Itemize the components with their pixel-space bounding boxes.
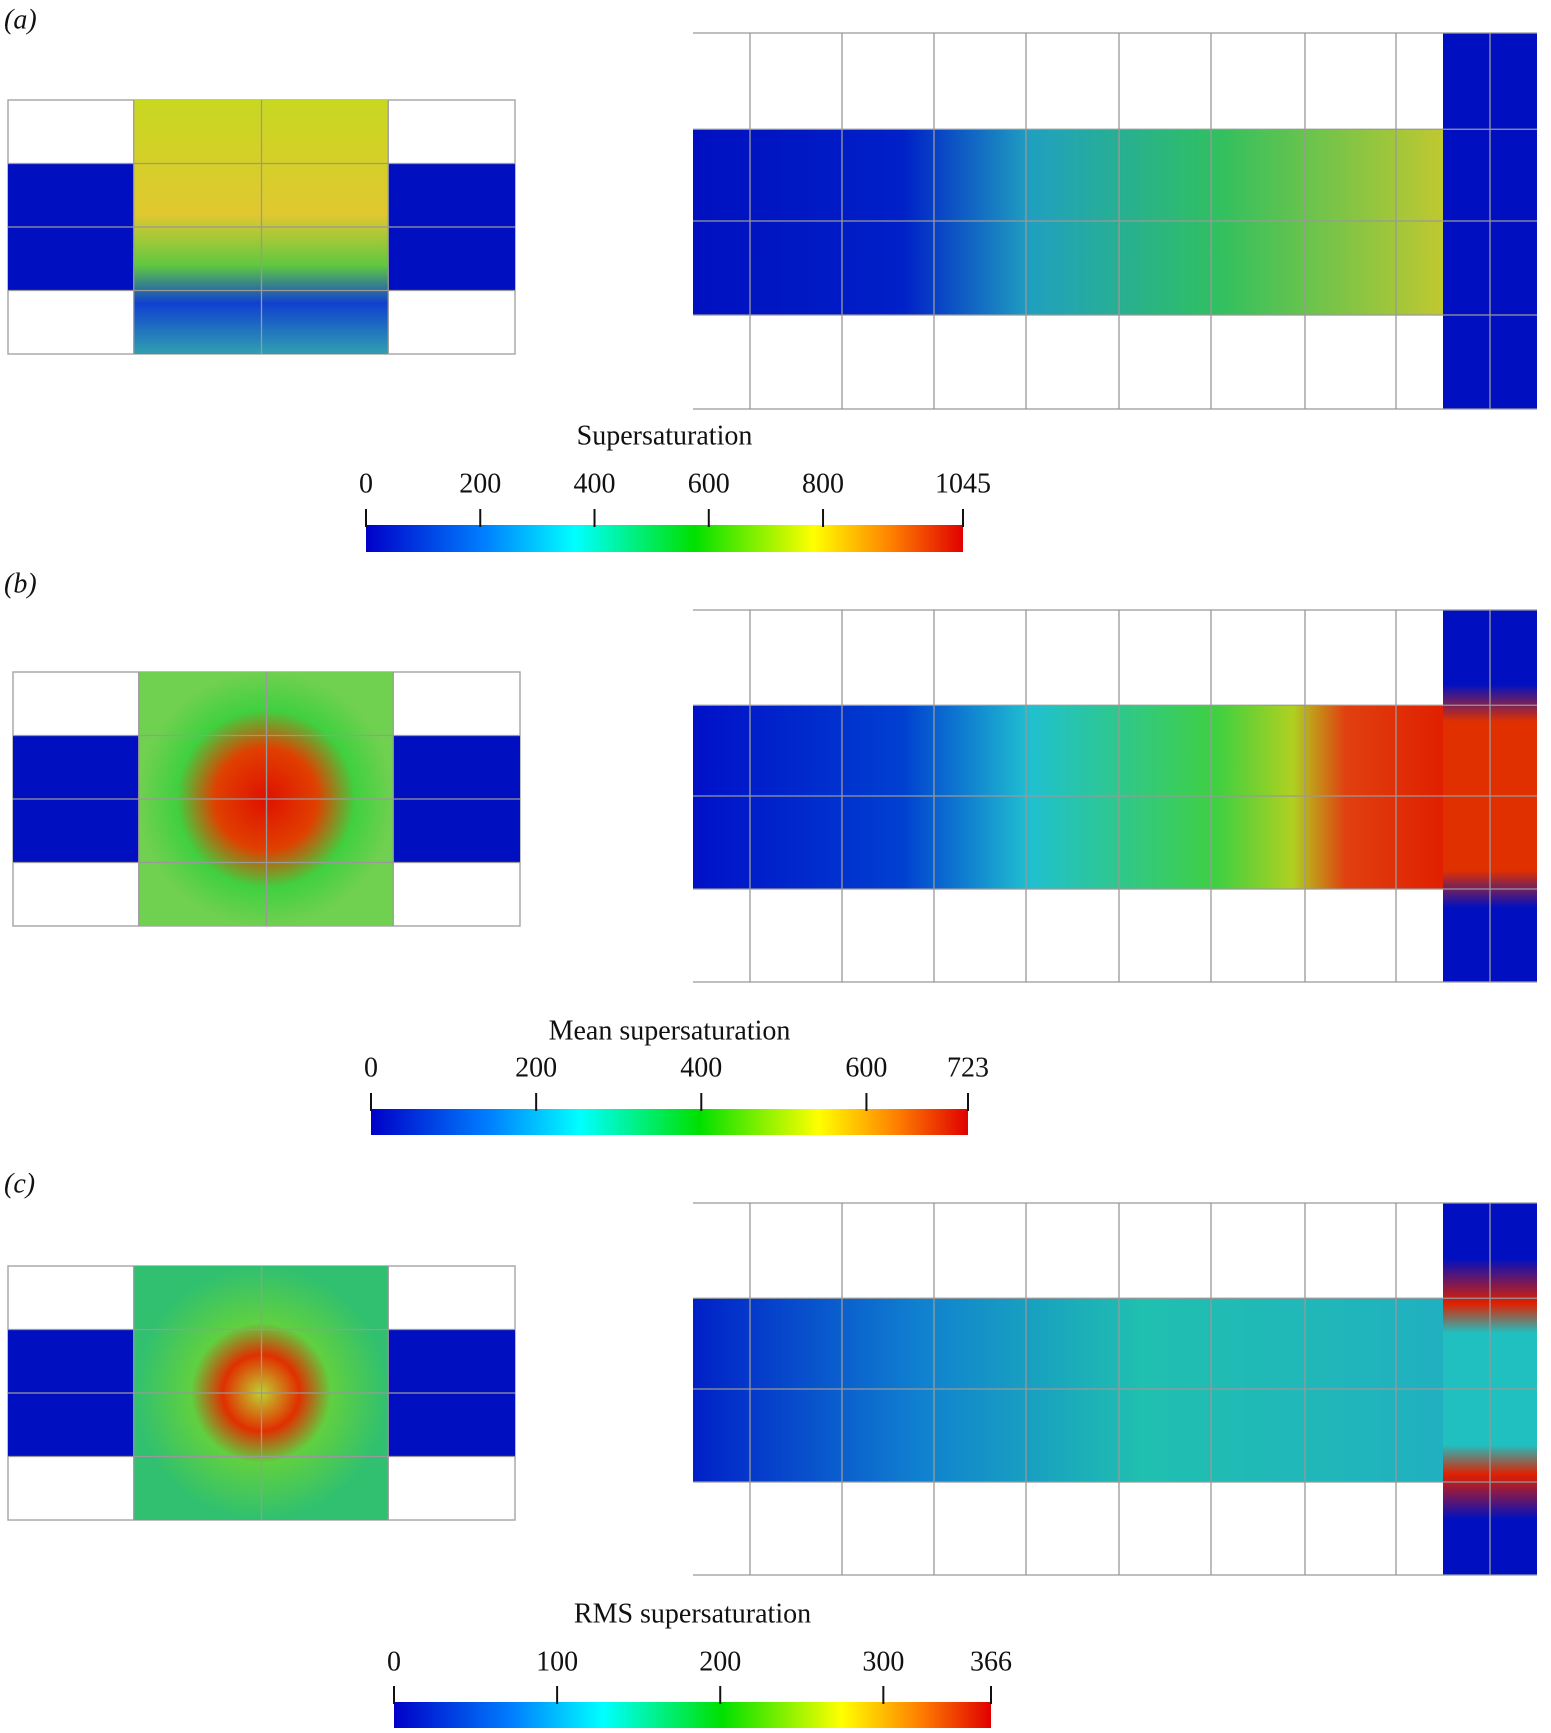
colorbar-tick-label: 300	[862, 1646, 904, 1677]
panel-label: (b)	[4, 568, 37, 599]
panel-label: (a)	[4, 4, 37, 35]
colorbar-tick-label: 200	[459, 468, 501, 499]
colorbar-tick-label: 0	[359, 468, 373, 499]
colorbar-tick-label: 400	[574, 468, 616, 499]
colorbar	[371, 1109, 968, 1135]
colorbar-tick-label: 1045	[935, 468, 991, 499]
outlet-channel	[693, 129, 1443, 315]
colorbar-tick-label: 800	[802, 468, 844, 499]
colorbar-title: Mean supersaturation	[549, 1015, 791, 1046]
colorbar-tick-label: 366	[970, 1646, 1012, 1677]
colorbar-tick-label: 600	[845, 1052, 887, 1083]
panel-label: (c)	[4, 1168, 35, 1199]
colorbar-title: RMS supersaturation	[574, 1598, 811, 1629]
colorbar-tick-label: 600	[688, 468, 730, 499]
colorbar-tick-label: 723	[947, 1052, 989, 1083]
colorbar	[394, 1702, 991, 1728]
colorbar-tick-label: 0	[364, 1052, 378, 1083]
colorbar	[366, 525, 963, 552]
colorbar-title: Supersaturation	[577, 420, 753, 451]
colorbar-tick-label: 0	[387, 1646, 401, 1677]
colorbar-tick-label: 200	[515, 1052, 557, 1083]
colorbar-tick-label: 100	[536, 1646, 578, 1677]
colorbar-tick-label: 200	[699, 1646, 741, 1677]
colorbar-tick-label: 400	[680, 1052, 722, 1083]
outlet-channel	[693, 705, 1443, 889]
outlet-channel	[693, 1298, 1443, 1482]
